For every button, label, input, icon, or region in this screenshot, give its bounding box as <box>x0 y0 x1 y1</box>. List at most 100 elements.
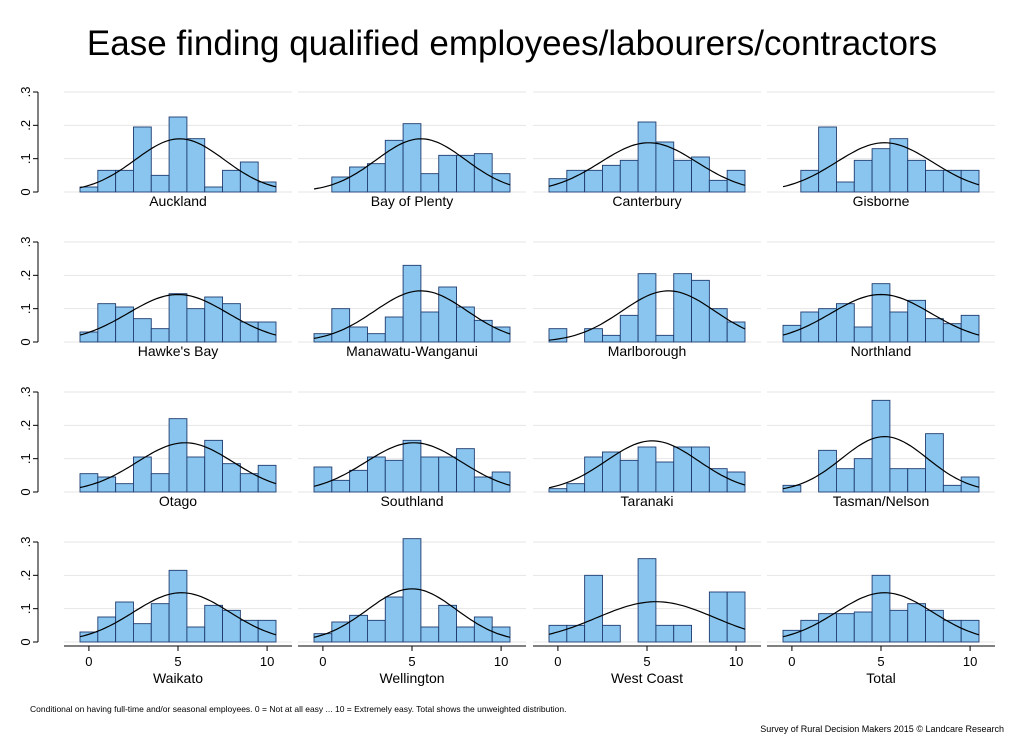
histogram-bar <box>222 609 241 643</box>
histogram-bar <box>619 314 639 343</box>
normal-density-curve <box>79 293 277 336</box>
histogram-bar <box>925 318 944 343</box>
source-credit: Survey of Rural Decision Makers 2015 © L… <box>760 724 1004 734</box>
histogram-bar <box>708 179 728 193</box>
y-tick-label: .1 <box>18 603 33 614</box>
histogram-bar <box>349 469 368 493</box>
panel-label: Auckland <box>149 193 207 209</box>
histogram-bar <box>222 303 241 343</box>
histogram-bar <box>367 163 386 193</box>
x-tick-label: 5 <box>408 654 415 669</box>
histogram-bar <box>438 154 457 193</box>
x-tick-label: 10 <box>494 654 508 669</box>
y-tick-label: .2 <box>18 420 33 431</box>
y-tick-label: .2 <box>18 570 33 581</box>
histogram-bar <box>473 153 493 193</box>
histogram-bar <box>402 439 422 493</box>
histogram-bar <box>331 479 351 493</box>
histogram-bar <box>673 273 692 343</box>
histogram-bar <box>168 293 188 343</box>
histogram-bar <box>115 601 134 643</box>
panel-wellington: 0 5 10 Wellington <box>298 538 526 686</box>
panel-taranaki: Taranaki <box>533 391 761 509</box>
panel-southland: Southland <box>298 391 526 509</box>
histogram-bar <box>655 334 675 343</box>
histogram-bar <box>960 169 980 193</box>
histogram-bar <box>257 181 277 193</box>
panel-label: Canterbury <box>612 193 681 209</box>
histogram-bar <box>473 616 493 643</box>
histogram-bar <box>708 468 728 493</box>
chart-title: Ease finding qualified employees/laboure… <box>86 24 938 63</box>
x-tick-label: 0 <box>788 654 795 669</box>
panel-label: Otago <box>159 493 197 509</box>
y-tick-label: .3 <box>18 237 33 248</box>
histogram-bar <box>584 574 603 643</box>
histogram-bar <box>907 299 926 343</box>
histogram-bar <box>186 456 206 493</box>
panel-label: West Coast <box>611 670 683 686</box>
histogram-bar <box>367 619 386 643</box>
histogram-bar <box>222 169 241 193</box>
histogram-bar <box>889 609 909 643</box>
histogram-bar <box>836 303 855 343</box>
panel-hawke-s-bay: 0 .1 .2 .3 Hawke's Bay <box>18 237 292 359</box>
panel-northland: Northland <box>767 241 995 359</box>
histogram-bar <box>655 624 675 643</box>
histogram-bar <box>367 333 386 343</box>
histogram-bar <box>133 126 152 193</box>
histogram-bar <box>960 619 980 643</box>
footnote: Conditional on having full-time and/or s… <box>30 704 567 714</box>
histogram-bar <box>456 626 475 643</box>
histogram-bar <box>836 613 855 643</box>
y-tick-label: .3 <box>18 87 33 98</box>
histogram-bar <box>907 159 926 193</box>
histogram-bar <box>871 574 891 643</box>
histogram-bar <box>257 619 277 643</box>
y-tick-label: .1 <box>18 453 33 464</box>
normal-density-curve <box>782 592 980 638</box>
histogram-bar <box>691 446 710 493</box>
y-tick-label: 0 <box>18 188 33 195</box>
panel-waikato: 0 .1 .2 .3 0 5 10 Waikato <box>18 537 292 686</box>
y-tick-label: 0 <box>18 638 33 645</box>
panel-manawatu-wanganui: Manawatu-Wanganui <box>298 241 526 359</box>
panel-label: Taranaki <box>621 493 674 509</box>
histogram-bar <box>438 604 457 643</box>
histogram-bar <box>257 464 277 493</box>
histogram-bar <box>186 138 206 193</box>
y-tick-label: 0 <box>18 488 33 495</box>
histogram-bar <box>566 483 586 493</box>
histogram-bar <box>942 323 962 343</box>
normal-density-curve <box>548 601 746 635</box>
histogram-bar <box>584 456 603 493</box>
histogram-bar <box>691 156 710 193</box>
x-tick-label: 10 <box>260 654 274 669</box>
histogram-bar <box>726 591 746 643</box>
histogram-bar <box>871 399 891 493</box>
panel-gisborne: Gisborne <box>767 91 995 209</box>
histogram-bar <box>79 631 99 643</box>
histogram-bar <box>204 186 223 193</box>
normal-density-curve <box>313 138 511 190</box>
histogram-bar <box>548 488 568 493</box>
histogram-bar <box>115 169 134 193</box>
histogram-bar <box>673 624 692 643</box>
histogram-bar <box>186 626 206 643</box>
y-tick-label: .3 <box>18 537 33 548</box>
panel-tasman-nelson: Tasman/Nelson <box>767 391 995 509</box>
panel-label: Wellington <box>379 670 444 686</box>
normal-density-curve <box>313 442 511 487</box>
histogram-bar <box>584 169 603 193</box>
histogram-bar <box>871 148 891 193</box>
x-tick-label: 0 <box>554 654 561 669</box>
histogram-bar <box>907 603 926 643</box>
normal-density-curve <box>782 435 980 490</box>
panel-label: Waikato <box>153 670 203 686</box>
histogram-bar <box>637 558 657 643</box>
histogram-bar <box>402 123 422 193</box>
histogram-bar <box>655 141 675 193</box>
histogram-bar <box>186 308 206 343</box>
histogram-bar <box>637 273 657 343</box>
histogram-bar <box>473 476 493 493</box>
